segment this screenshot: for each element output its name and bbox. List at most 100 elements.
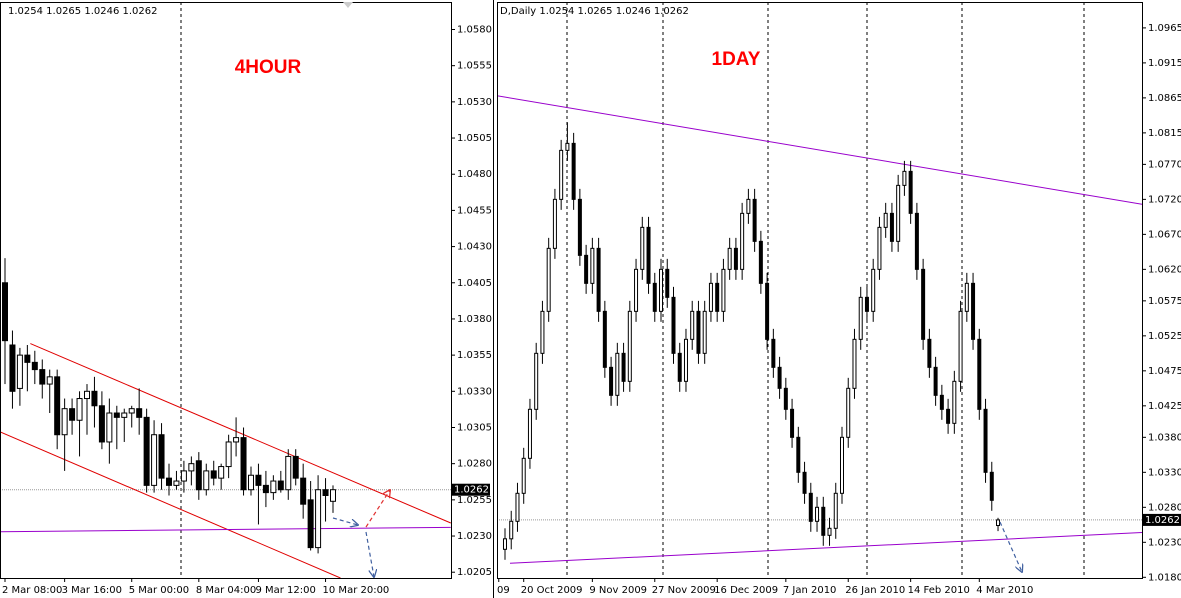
candle-body — [727, 247, 732, 270]
candle-body — [889, 212, 894, 242]
candle-body — [128, 408, 135, 414]
x-tick-label: 26 Jan 2010 — [845, 585, 905, 596]
trendline — [30, 343, 451, 524]
candle-body — [677, 352, 682, 382]
y-tick-label: 1.0380 — [1148, 432, 1181, 443]
forecast-arrows — [332, 490, 1022, 577]
candle-body — [113, 412, 120, 418]
candle-body — [307, 499, 314, 549]
candle-body — [634, 268, 639, 312]
y-tick-label: 1.0330 — [1148, 467, 1181, 478]
candle-body — [621, 352, 626, 382]
trendline — [0, 431, 341, 578]
candle-body — [752, 198, 757, 242]
candle-body — [247, 474, 254, 491]
y-tick-label: 1.0530 — [457, 97, 492, 108]
candle-body — [627, 310, 632, 382]
candle-body — [16, 354, 23, 389]
candle-body — [173, 480, 180, 486]
candle-body — [702, 310, 707, 354]
candle-body — [877, 226, 882, 270]
y-tick-label: 1.0425 — [1148, 401, 1181, 412]
last-price-label: 1.0262 — [1145, 515, 1180, 526]
candle-body — [188, 463, 195, 472]
candle-body — [952, 380, 957, 424]
candle-body — [846, 387, 851, 438]
candle-body — [839, 436, 844, 494]
candle-body — [708, 282, 713, 312]
candle-body — [596, 247, 601, 312]
candle-body — [151, 434, 158, 486]
y-tick-label: 1.0255 — [457, 495, 492, 506]
candle-body — [180, 470, 187, 482]
candle-body — [690, 310, 695, 340]
y-tick-label: 1.0180 — [1148, 572, 1181, 583]
plot — [0, 258, 451, 578]
candle-body — [31, 361, 38, 371]
y-tick-label: 1.0815 — [1148, 128, 1181, 139]
candle-body — [76, 398, 83, 421]
candle-body — [996, 519, 1001, 527]
x-tick-label: 8 Mar 04:00 — [196, 585, 256, 596]
candle-body — [827, 527, 832, 536]
candle-body — [24, 354, 31, 363]
candle-body — [106, 412, 113, 443]
last-price-box — [452, 483, 490, 496]
candle-body — [615, 352, 620, 396]
candle-body — [300, 477, 307, 505]
candle-body — [143, 416, 150, 486]
y-tick-label: 1.0330 — [457, 386, 492, 397]
candle-body — [502, 538, 507, 550]
candle-body — [54, 376, 61, 436]
candle-body — [758, 240, 763, 284]
candle-body — [771, 338, 776, 368]
y-tick-label: 1.0720 — [1148, 194, 1181, 205]
candle-body — [39, 369, 46, 385]
y-tick-label: 1.0505 — [457, 133, 492, 144]
x-tick-label: 27 Nov 2009 — [652, 585, 716, 596]
y-tick-label: 1.0480 — [457, 169, 492, 180]
candle-body — [69, 408, 76, 421]
y-tick-label: 1.0230 — [457, 531, 492, 542]
candle-body — [864, 296, 869, 312]
candle-body — [277, 480, 284, 491]
y-tick-label: 1.0670 — [1148, 229, 1181, 240]
candle-body — [584, 254, 589, 284]
y-tick-label: 1.0230 — [1148, 537, 1181, 548]
candle-body — [958, 310, 963, 382]
candle-body — [790, 408, 795, 438]
candle-body — [777, 366, 782, 389]
candle-body — [590, 247, 595, 284]
y-tick-label: 1.0475 — [1148, 366, 1181, 377]
candle-body — [218, 466, 225, 479]
plot — [497, 95, 1142, 564]
candle-body — [939, 394, 944, 410]
candle-body — [559, 149, 564, 200]
trendline — [509, 532, 1142, 564]
candle-body — [315, 489, 322, 549]
x-tick-label: 4 Mar 2010 — [976, 585, 1033, 596]
candle-body — [203, 470, 210, 491]
candle-body — [255, 474, 262, 486]
candle-body — [322, 489, 329, 497]
candle-body — [765, 282, 770, 340]
candle-body — [285, 455, 292, 491]
candle-body — [210, 470, 217, 479]
candle-body — [896, 184, 901, 242]
candle-body — [989, 471, 994, 501]
y-tick-label: 1.0865 — [1148, 93, 1181, 104]
y-tick-label: 1.0575 — [1148, 296, 1181, 307]
y-tick-label: 1.0580 — [457, 24, 492, 35]
candle-body — [665, 268, 670, 298]
candle-body — [195, 460, 202, 491]
chart-header: D,Daily 1.0254 1.0265 1.0246 1.0262 — [500, 6, 689, 17]
x-tick-label: 2 Mar 08:00 — [2, 585, 62, 596]
candle-body — [946, 408, 951, 424]
y-tick-label: 1.0455 — [457, 205, 492, 216]
candle-body — [527, 408, 532, 459]
candle-body — [971, 282, 976, 340]
x-tick-label: 14 Feb 2010 — [908, 585, 970, 596]
candle-body — [796, 436, 801, 473]
candle-body — [262, 484, 269, 494]
